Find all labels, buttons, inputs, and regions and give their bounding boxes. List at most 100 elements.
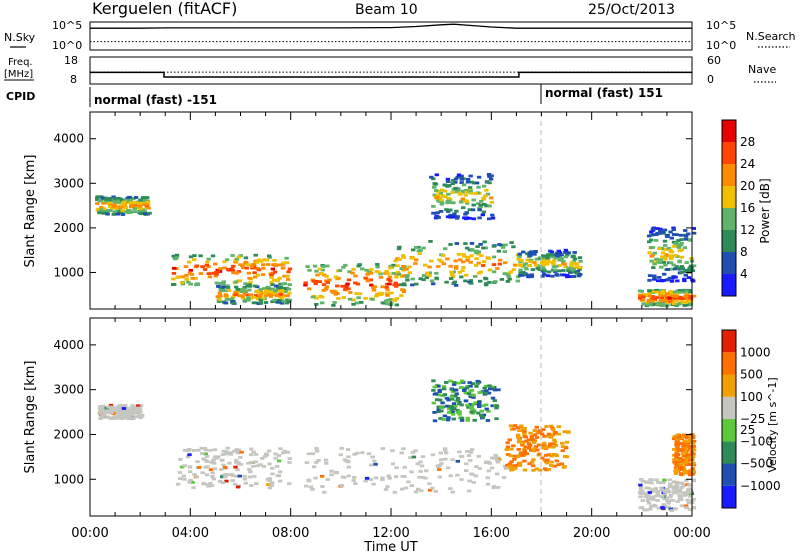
vel-data-region-1-cell (178, 458, 183, 461)
power-data-region-1-cell (194, 264, 199, 268)
power-data-region-3-cell (333, 275, 339, 279)
power-data-region-4-cell (509, 241, 514, 244)
vel-data-region-5-cell (679, 486, 685, 489)
power-data-region-2-cell (280, 289, 285, 292)
power-data-region-5-cell (443, 195, 448, 199)
power-data-region-4-cell (495, 267, 500, 270)
power-data-region-7-cell (641, 302, 646, 306)
power-data-region-0-cell (117, 201, 122, 204)
vel-data-region-4-cell (529, 435, 534, 438)
vel-data-region-4-cell (549, 424, 554, 428)
vel-data-region-1-cell (227, 451, 233, 455)
vel-data-region-6-cell (687, 473, 693, 477)
power-data-region-4-cell (513, 263, 518, 267)
power-data-region-4-cell (449, 277, 454, 280)
vel-data-region-1-cell (269, 484, 275, 487)
vel-data-region-4-cell (534, 436, 540, 439)
power-data-region-4-cell (407, 265, 412, 269)
power-data-region-6-cell (540, 259, 546, 263)
power-data-region-8-cell (663, 257, 668, 261)
vel-data-region-3-cell (445, 418, 451, 422)
power-data-region-6-cell (528, 253, 533, 257)
power-data-region-3-cell (324, 285, 330, 289)
power-data-region-2-cell (218, 289, 224, 292)
power-data-region-4-cell (476, 250, 481, 254)
vel-data-region-6-cell (688, 437, 693, 441)
vel-data-region-3-cell (468, 389, 473, 393)
power-data-region-8-cell (679, 265, 684, 268)
vel-data-region-4-cell (522, 432, 527, 436)
power-data-region-2-cell (285, 294, 290, 298)
power-data-region-0-cell (111, 195, 116, 199)
vel-data-region-3-cell (459, 403, 464, 407)
power-data-region-1-cell (183, 265, 189, 268)
power-data-region-3-cell (321, 283, 327, 286)
power-data-region-1-cell (236, 255, 242, 259)
vel-data-region-0-cell (132, 408, 137, 412)
vel-data-region-4-cell (523, 445, 528, 449)
power-data-region-1-cell (192, 258, 197, 262)
power-data-region-5-cell (432, 193, 437, 197)
vel-data-region-5-cell (638, 486, 644, 490)
power-data-region-8-cell (677, 243, 682, 247)
power-data-region-2-cell (258, 299, 263, 302)
power-data-region-7-cell (685, 292, 690, 295)
power-data-region-0-cell (111, 213, 116, 216)
vel-data-region-6-cell (682, 443, 687, 446)
power-data-region-1-cell (229, 267, 235, 271)
power-data-region-4-cell (483, 246, 488, 250)
power-data-region-8-cell (674, 233, 679, 236)
power-data-region-1-cell (213, 274, 219, 278)
power-data-region-2-cell (279, 301, 285, 305)
power-data-region-5-cell (488, 177, 494, 181)
power-data-region-4-cell (437, 258, 442, 262)
power-data-region-6-cell (532, 261, 537, 264)
vel-data-region-3-cell (488, 387, 493, 391)
power-data-region-8-cell (655, 227, 660, 230)
power-data-region-2-cell (246, 298, 251, 302)
colorbar-tick-label: −100 (740, 434, 773, 448)
power-data-region-1-cell (270, 283, 275, 287)
power-data-region-5-cell (478, 205, 483, 209)
power-data-region-8-cell (669, 257, 674, 261)
vel-data-region-4-cell (552, 453, 557, 456)
power-data-region-3-cell (321, 289, 326, 292)
power-data-region-7-cell (667, 296, 672, 300)
power-data-region-4-cell (458, 258, 463, 262)
power-data-region-2-cell (258, 292, 264, 296)
power-data-region-1-cell (269, 273, 274, 277)
power-data-region-4-cell (414, 258, 419, 262)
vel-data-region-4-cell (519, 424, 524, 428)
vel-data-region-1-cell (224, 452, 230, 456)
vel-data-region-4-cell (518, 461, 523, 465)
vel-data-region-2-cell (346, 474, 352, 478)
vel-data-region-2-cell (490, 466, 495, 470)
vel-data-region-1-cell (232, 482, 238, 486)
vel-data-region-5-cell (661, 481, 666, 484)
power-data-region-3-cell (351, 298, 356, 302)
vel-data-region-2-cell (413, 490, 419, 494)
vel-data-region-4-cell (559, 462, 565, 466)
power-data-region-5-cell (453, 186, 458, 190)
power-data-region-2-cell (265, 285, 271, 289)
power-data-region-5-cell (476, 202, 481, 205)
vel-data-region-0-cell (112, 408, 117, 412)
power-data-region-3-cell (311, 279, 316, 283)
power-data-region-0-cell (141, 208, 146, 212)
power-data-region-5-cell (465, 178, 471, 181)
power-data-region-4-cell (405, 274, 410, 277)
power-data-region-1-cell (231, 271, 236, 275)
power-data-region-6-cell (541, 263, 546, 267)
power-data-region-5-cell (471, 198, 476, 202)
vel-data-region-6-cell (687, 471, 692, 475)
power-data-region-6-cell (529, 273, 534, 277)
power-data-region-1-cell (171, 254, 176, 258)
power-data-region-1-cell (171, 277, 176, 281)
vel-data-region-1-cell (212, 461, 217, 465)
power-data-region-3-cell (388, 279, 393, 283)
vel-data-region-2-cell (458, 454, 464, 458)
vel-data-region-2-cell (468, 459, 473, 462)
vel-data-region-1-cell (234, 459, 239, 462)
vel-data-region-5-cell (672, 480, 677, 484)
vel-data-region-4-cell (544, 461, 550, 465)
